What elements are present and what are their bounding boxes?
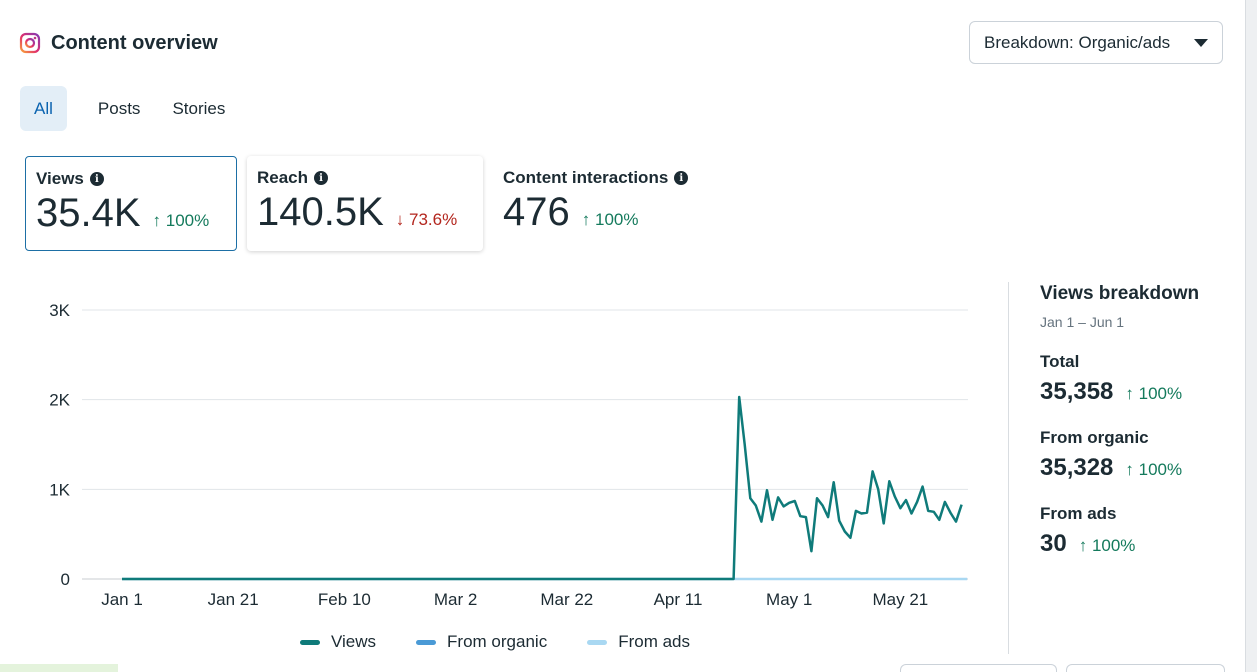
metric-label: Reach (257, 168, 309, 187)
arrow-up-icon: ↑ (1078, 536, 1088, 555)
views-line-chart: 0 1K 2K 3K Jan 1 Jan 21 Feb 10 Mar 2 Mar 22 Apr 1… (49, 301, 968, 609)
y-tick-label: 0 (61, 570, 70, 589)
metric-label: Views (36, 169, 84, 188)
legend-label: From organic (447, 632, 548, 651)
metric-card-views[interactable]: Views i 35.4K ↑ 100% (25, 156, 237, 251)
x-tick-label: Feb 10 (318, 590, 371, 609)
views-breakdown-panel: Views breakdown Jan 1 – Jun 1 Total 35,3… (1040, 283, 1199, 558)
legend-label: From ads (618, 632, 690, 651)
legend-swatch (416, 639, 437, 645)
breakdown-value: 30 (1040, 530, 1067, 557)
breakdown-change: ↑ 100% (1125, 460, 1183, 479)
breakdown-value: 35,328 (1040, 454, 1114, 481)
instagram-icon (19, 32, 41, 54)
metric-card-reach[interactable]: Reach i 140.5K ↓ 73.6% (247, 156, 483, 251)
breakdown-dropdown[interactable]: Breakdown: Organic/ads (969, 21, 1223, 64)
bottom-button-right[interactable] (1066, 664, 1225, 672)
info-icon[interactable]: i (674, 171, 689, 185)
info-icon[interactable]: i (89, 172, 104, 186)
y-tick-label: 1K (49, 480, 70, 499)
info-icon[interactable]: i (314, 171, 329, 185)
tab-stories[interactable]: Stories (172, 98, 226, 118)
breakdown-label: From ads (1040, 504, 1117, 523)
tab-all[interactable]: All (20, 86, 67, 131)
x-tick-label: Apr 11 (654, 590, 703, 609)
legend-item-views[interactable]: Views (300, 632, 376, 652)
tab-posts[interactable]: Posts (97, 98, 141, 118)
arrow-up-icon: ↑ (1125, 460, 1134, 479)
views-breakdown-date-range: Jan 1 – Jun 1 (1040, 314, 1125, 330)
legend-swatch (587, 639, 608, 645)
x-tick-label: May 21 (873, 590, 929, 609)
metric-change: ↑ 100% (581, 210, 639, 229)
breakdown-total: Total 35,358 ↑ 100% (1040, 352, 1199, 406)
legend-item-ads[interactable]: From ads (587, 632, 690, 652)
views-breakdown-title: Views breakdown (1040, 283, 1200, 304)
breakdown-value: 35,358 (1040, 378, 1114, 405)
x-tick-label: Mar 22 (540, 590, 593, 609)
y-tick-label: 2K (49, 391, 70, 410)
legend-label: Views (331, 632, 377, 651)
metric-change: ↑ 100% (152, 211, 210, 230)
divider (1008, 282, 1009, 654)
arrow-up-icon: ↑ (152, 211, 162, 230)
breakdown-change: ↑ 100% (1125, 384, 1183, 403)
metric-change: ↓ 73.6% (395, 210, 458, 229)
x-tick-label: Mar 2 (434, 590, 477, 609)
metric-card-content-interactions[interactable]: Content interactions i 476 ↑ 100% (493, 156, 733, 251)
arrow-up-icon: ↑ (1125, 384, 1134, 403)
x-tick-label: Jan 21 (208, 590, 259, 609)
metric-label: Content interactions (503, 168, 669, 187)
breakdown-label: Total (1040, 352, 1080, 371)
chart-legend: Views From organic From ads (300, 632, 730, 652)
arrow-up-icon: ↑ (581, 210, 591, 229)
bottom-status-strip (0, 664, 118, 672)
breakdown-organic: From organic 35,328 ↑ 100% (1040, 428, 1199, 482)
breakdown-label: From organic (1040, 428, 1149, 447)
content-tabs: All Posts Stories (20, 86, 238, 131)
metric-value: 140.5K (257, 190, 384, 234)
breakdown-change: ↑ 100% (1078, 536, 1136, 555)
series-line-views (122, 395, 963, 581)
breakdown-ads: From ads 30 ↑ 100% (1040, 504, 1199, 558)
caret-down-icon (1194, 38, 1208, 47)
metric-value: 35.4K (36, 191, 141, 235)
arrow-down-icon: ↓ (395, 210, 405, 229)
x-tick-label: May 1 (766, 590, 812, 609)
x-tick-label: Jan 1 (101, 590, 143, 609)
y-tick-label: 3K (49, 301, 70, 320)
legend-swatch (300, 639, 320, 645)
bottom-button-left[interactable] (900, 664, 1057, 672)
metric-value: 476 (503, 190, 570, 234)
page-title: Content overview (51, 32, 218, 54)
breakdown-dropdown-label: Breakdown: Organic/ads (984, 32, 1171, 52)
legend-item-organic[interactable]: From organic (416, 632, 547, 652)
